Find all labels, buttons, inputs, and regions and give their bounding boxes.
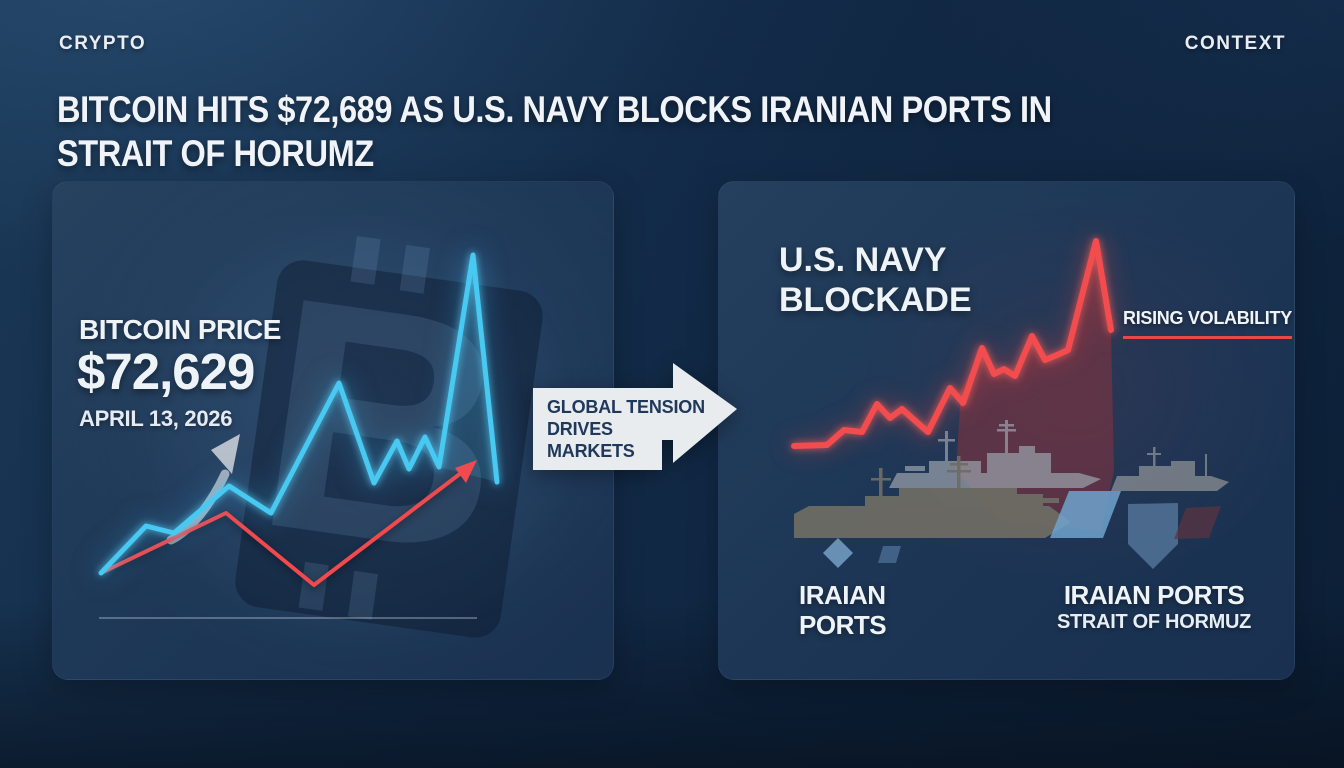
- bitcoin-price-chart: [98, 252, 500, 619]
- volatility-chart: [791, 238, 1229, 569]
- momentum-arrowhead-icon: [455, 460, 477, 483]
- kicker-right: CONTEXT: [1184, 33, 1286, 54]
- bitcoin-price-panel: B BITCOIN PRICE $72,629 APRIL 13, 2026: [52, 181, 614, 680]
- iranian-ports-label-right: IRAIAN PORTS STRAIT OF HORMUZ: [1056, 580, 1252, 633]
- warship-silhouette-front: [794, 456, 1071, 538]
- btc-price-line: [98, 252, 500, 576]
- volatility-line: [791, 238, 1114, 449]
- bitcoin-price-value: $72,629: [77, 343, 255, 400]
- geo-shapes: [823, 491, 1221, 569]
- coin-circle-watermark: [145, 214, 577, 646]
- momentum-line: [99, 471, 463, 587]
- headline-line-1: BITCOIN HITS $72,689 AS U.S. NAVY BLOCKS…: [57, 89, 1052, 130]
- warship-silhouette-right: [1111, 447, 1229, 491]
- connector-line-2: DRIVES: [547, 419, 613, 439]
- navy-blockade-panel: U.S. NAVY BLOCKADE RISING VOLABILITY IRA…: [718, 181, 1295, 680]
- navy-blockade-title: U.S. NAVY BLOCKADE: [779, 240, 972, 320]
- warship-silhouette-rear: [889, 420, 1101, 488]
- btc-price-peak-fill: [439, 255, 497, 482]
- rising-volatility-label: RISING VOLABILITY: [1123, 308, 1292, 339]
- navy-title-line-1: U.S. NAVY: [779, 241, 947, 279]
- headline-line-2: STRAIT OF HORUMZ: [57, 133, 374, 174]
- connector-caption: GLOBAL TENSION DRIVES MARKETS: [547, 396, 705, 462]
- right-arrow-shape: [533, 363, 737, 470]
- bitcoin-price-label: BITCOIN PRICE: [79, 314, 281, 345]
- navy-title-line-2: BLOCKADE: [779, 281, 972, 319]
- iranian-ports-label-left: IRAIAN PORTS: [799, 580, 887, 640]
- connector-line-3: MARKETS: [547, 441, 635, 461]
- headline: BITCOIN HITS $72,689 AS U.S. NAVY BLOCKS…: [57, 88, 1217, 176]
- bitcoin-price-date: APRIL 13, 2026: [79, 406, 233, 431]
- kicker-left: CRYPTO: [59, 33, 147, 54]
- connector-line-1: GLOBAL TENSION: [547, 397, 705, 417]
